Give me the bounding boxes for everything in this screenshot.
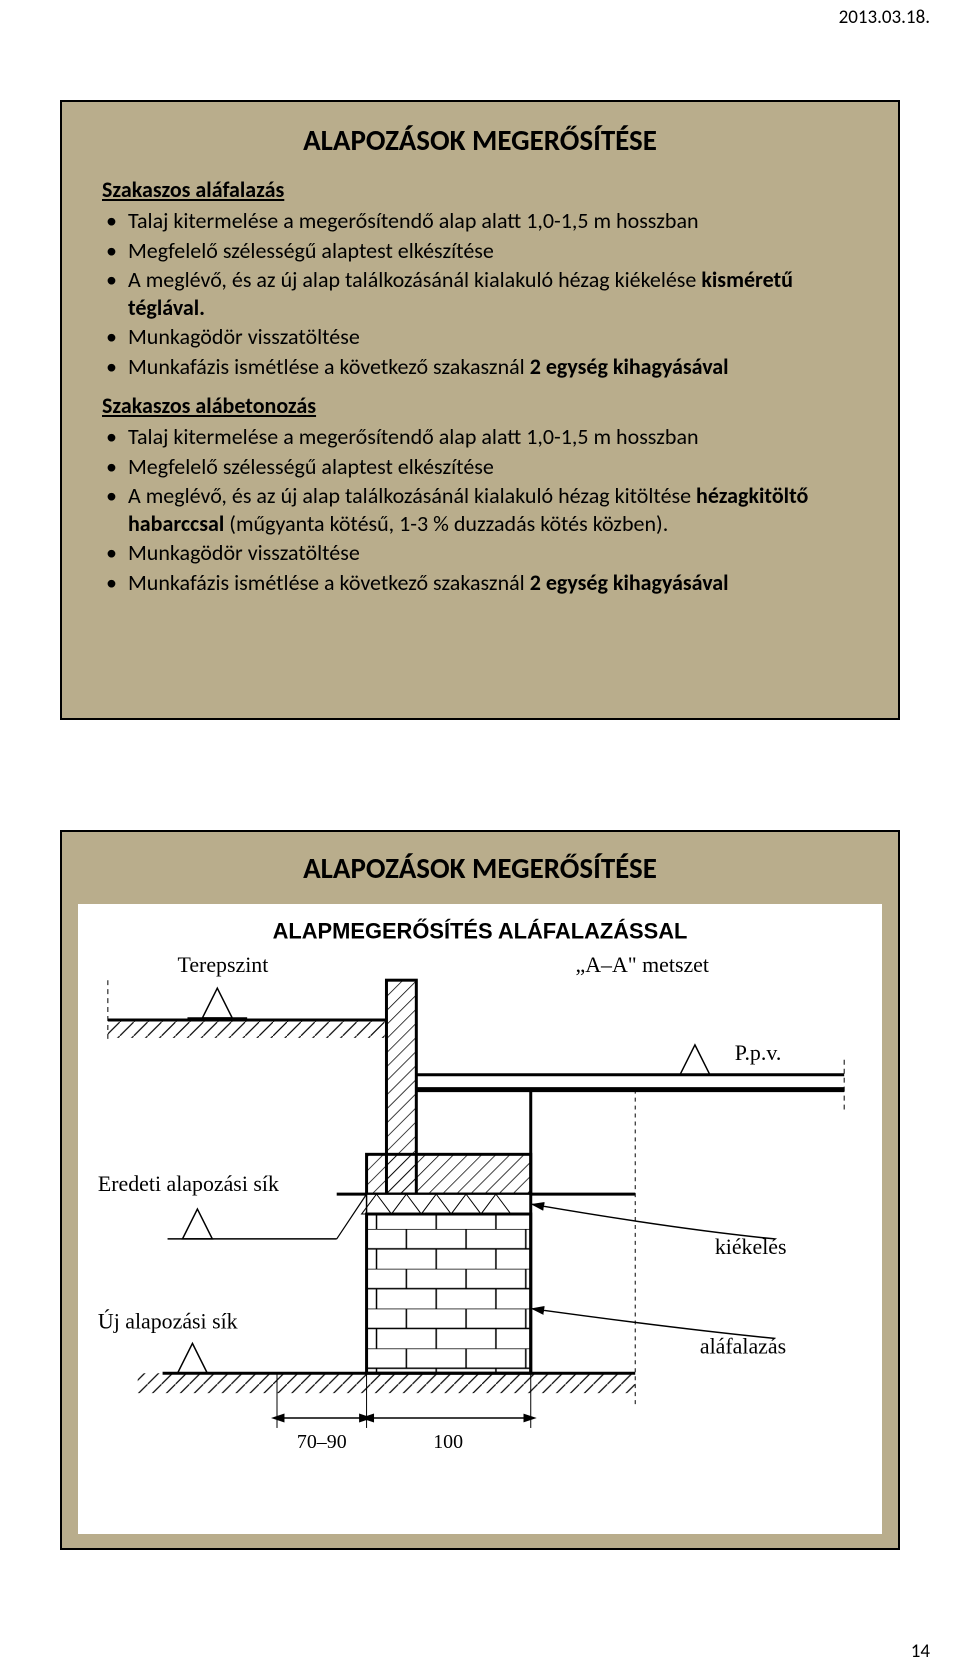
label-eredeti: Eredeti alapozási sík	[98, 1171, 279, 1196]
slide-2: ALAPOZÁSOK MEGERŐSÍTÉSE	[60, 830, 900, 1550]
label-kiekeles: kiékelés	[715, 1234, 787, 1259]
paren-text: (műgyanta kötésű, 1-3 % duzzadás kötés k…	[229, 510, 668, 537]
page-date: 2013.03.18.	[839, 6, 930, 29]
bold-text: kisméretű téglával.	[128, 266, 793, 321]
list-item: Munkafázis ismétlése a következő szakasz…	[102, 353, 858, 381]
list-item: Megfelelő szélességű alaptest elkészítés…	[102, 453, 858, 481]
list-item: Munkagödör visszatöltése	[102, 323, 858, 351]
slide-1-title: ALAPOZÁSOK MEGERŐSÍTÉSE	[102, 122, 858, 158]
section-2-heading: Szakaszos alábetonozás	[102, 392, 858, 419]
label-metszet: „A–A" metszet	[576, 952, 709, 977]
label-dim2: 100	[433, 1431, 463, 1453]
slide-2-title: ALAPOZÁSOK MEGERŐSÍTÉSE	[78, 850, 882, 886]
bold-text: 2 egység kihagyásával	[530, 569, 729, 596]
label-ppv: P.p.v.	[735, 1040, 782, 1065]
page-number: 14	[911, 1640, 930, 1663]
diagram-title: ALAPMEGERŐSÍTÉS ALÁFALAZÁSSAL	[273, 918, 688, 943]
bold-text: 2 egység kihagyásával	[530, 353, 729, 380]
label-alafalazas: aláfalazás	[700, 1333, 786, 1358]
diagram-container: ALAPMEGERŐSÍTÉS ALÁFALAZÁSSAL Terepszint…	[78, 904, 882, 1534]
list-item: Munkagödör visszatöltése	[102, 539, 858, 567]
foundation-diagram: ALAPMEGERŐSÍTÉS ALÁFALAZÁSSAL Terepszint…	[78, 904, 882, 1534]
label-uj: Új alapozási sík	[98, 1308, 238, 1333]
slide-1: ALAPOZÁSOK MEGERŐSÍTÉSE Szakaszos aláfal…	[60, 100, 900, 720]
list-item: Talaj kitermelése a megerősítendő alap a…	[102, 207, 858, 235]
section-1-heading: Szakaszos aláfalazás	[102, 176, 858, 203]
label-dim1: 70–90	[297, 1431, 347, 1453]
list-item: Munkafázis ismétlése a következő szakasz…	[102, 569, 858, 597]
list-item: A meglévő, és az új alap találkozásánál …	[102, 482, 858, 537]
list-item: Megfelelő szélességű alaptest elkészítés…	[102, 237, 858, 265]
list-item: Talaj kitermelése a megerősítendő alap a…	[102, 423, 858, 451]
section-1-list: Talaj kitermelése a megerősítendő alap a…	[102, 207, 858, 380]
section-2-list: Talaj kitermelése a megerősítendő alap a…	[102, 423, 858, 596]
label-terepszint: Terepszint	[178, 952, 269, 977]
list-item: A meglévő, és az új alap találkozásánál …	[102, 266, 858, 321]
